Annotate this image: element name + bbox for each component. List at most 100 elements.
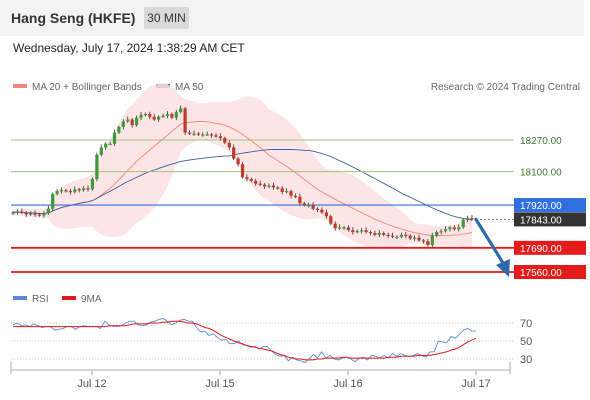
candle-body [82, 188, 86, 191]
candle-body [126, 119, 130, 122]
candle-body [143, 114, 147, 116]
candle-body [368, 232, 373, 234]
candle-body [302, 203, 306, 206]
legend-swatch-rsi-ma [62, 296, 76, 300]
candle-body [201, 134, 205, 136]
candle-body [413, 237, 417, 239]
candle-body [135, 117, 139, 126]
candle-body [232, 147, 236, 159]
candle-body [421, 240, 426, 242]
candle-body [373, 233, 377, 235]
timeframe-button[interactable]: 30 MIN [144, 7, 189, 29]
rsi-tick-label-50: 50 [520, 336, 532, 348]
candle-body [165, 114, 170, 116]
candle-body [170, 114, 174, 118]
candle-body [452, 227, 456, 230]
candle-body [351, 230, 355, 233]
candle-body [342, 227, 346, 229]
candle-body [183, 108, 187, 133]
level-label-17843.00: 17843.00 [520, 215, 562, 226]
forecast-arrow [474, 217, 505, 265]
candle-body [68, 191, 72, 193]
candle-body [51, 193, 55, 209]
level-label-bg-17920.00 [514, 198, 586, 213]
candle-body [73, 189, 77, 193]
candle-body [37, 214, 42, 216]
candle-body [426, 241, 430, 245]
candle-body [280, 188, 284, 192]
candle-body [99, 147, 103, 155]
candle-body [139, 114, 143, 118]
level-label-17690.00: 17690.00 [520, 244, 562, 255]
candle-body [386, 234, 390, 236]
candle-body [443, 229, 448, 232]
candle-body [90, 179, 94, 190]
candle-body [404, 234, 408, 236]
candle-body [33, 213, 37, 215]
candle-body [461, 219, 465, 228]
candle-body [192, 133, 196, 135]
candle-body [117, 127, 121, 133]
rsi-tick-label-70: 70 [520, 318, 532, 330]
candle-body [95, 154, 99, 180]
candle-body [161, 115, 165, 117]
candle-body [46, 208, 50, 214]
candle-body [223, 138, 227, 143]
candle-body [457, 227, 461, 230]
x-tick-label: Jul 15 [205, 378, 234, 390]
rsi-ma-line [13, 320, 477, 361]
candle-body [399, 234, 403, 237]
candle-body [417, 237, 421, 241]
candle-body [55, 191, 59, 194]
candle-body [86, 188, 90, 190]
level-label-bg-17560.00 [514, 265, 586, 279]
candle-body [174, 112, 178, 118]
candle-body [276, 187, 280, 189]
candle-body [205, 134, 209, 136]
candle-body [298, 196, 302, 204]
candle-body [15, 211, 19, 213]
candle-body [307, 205, 311, 207]
legend-label-rsi: RSI [32, 294, 49, 305]
legend-swatch-rsi [13, 296, 27, 300]
candle-body [395, 236, 399, 238]
candle-body [382, 233, 386, 235]
level-label-17560.00: 17560.00 [520, 268, 562, 279]
candle-body [152, 116, 156, 120]
level-label-18100.00: 18100.00 [520, 168, 562, 179]
candle-body [59, 190, 64, 192]
candle-body [320, 209, 324, 213]
level-label-18270.00: 18270.00 [520, 136, 562, 147]
candle-body [338, 227, 342, 229]
candle-body [227, 142, 231, 148]
candle-body [293, 195, 298, 197]
candle-body [179, 108, 183, 113]
candle-body [240, 164, 245, 178]
candle-body [11, 212, 15, 214]
candle-body [391, 235, 395, 237]
candle-body [104, 143, 108, 148]
chart-datetime: Wednesday, July 17, 2024 1:38:29 AM CET [13, 41, 245, 55]
candle-body [121, 121, 125, 127]
candle-body [285, 191, 289, 193]
candle-body [263, 184, 267, 187]
level-label-bg-17843.00 [514, 212, 586, 227]
candle-body [157, 116, 161, 120]
candle-body [214, 135, 218, 137]
candle-body [24, 212, 28, 215]
candle-body [360, 230, 364, 232]
ma50-line [12, 148, 473, 221]
instrument-title: Hang Seng (HKFE) [11, 10, 136, 26]
candle-body [470, 218, 474, 220]
candle-body [267, 185, 271, 187]
candle-body [355, 231, 359, 233]
candle-body [20, 211, 24, 213]
candle-body [258, 183, 262, 185]
x-tick-label: Jul 17 [461, 378, 490, 390]
candle-body [236, 158, 240, 165]
candle-body [77, 189, 81, 191]
candle-body [108, 143, 112, 145]
rsi-tick-label-30: 30 [520, 354, 532, 366]
legend-label-ma50: MA 50 [175, 82, 204, 93]
candle-body [218, 136, 222, 139]
